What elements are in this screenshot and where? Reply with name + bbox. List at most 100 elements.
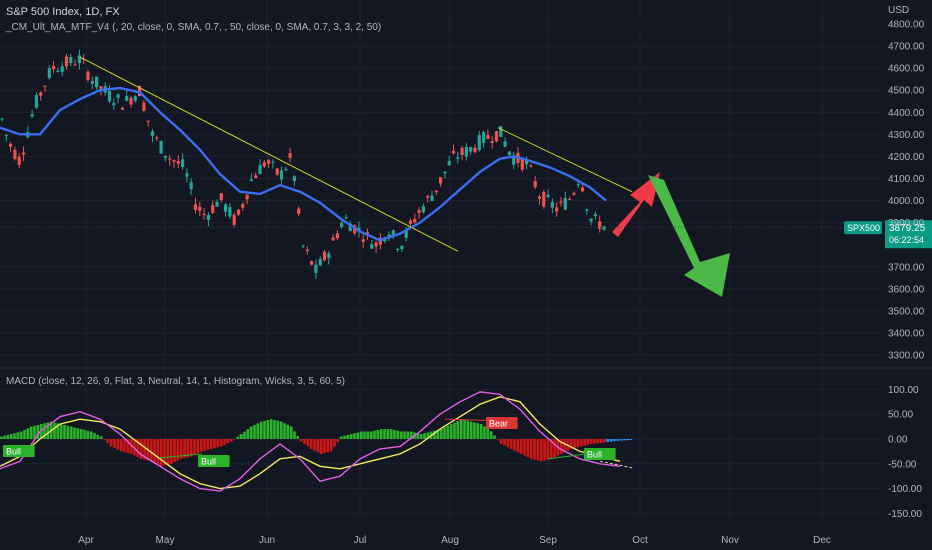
macd-histogram-bar bbox=[343, 435, 346, 439]
macd-histogram-bar bbox=[26, 428, 29, 439]
candle-up bbox=[469, 147, 473, 152]
macd-histogram-bar bbox=[273, 419, 276, 439]
candle-up bbox=[90, 81, 94, 84]
candle-up bbox=[112, 103, 116, 106]
macd-histogram-bar bbox=[266, 420, 269, 439]
macd-histogram-bar bbox=[233, 439, 236, 440]
macd-histogram-bar bbox=[613, 439, 616, 442]
macd-histogram-bar bbox=[30, 426, 33, 439]
macd-signal-line bbox=[0, 396, 621, 490]
macd-histogram-bar bbox=[206, 439, 209, 450]
macd-histogram-bar bbox=[420, 434, 423, 439]
macd-histogram-bar bbox=[123, 439, 126, 453]
price-tick-label: 4600.00 bbox=[888, 64, 925, 75]
bull-label-1 bbox=[3, 445, 35, 457]
candle-up bbox=[563, 198, 567, 210]
candle-up bbox=[292, 176, 296, 182]
macd-tick-label: -50.00 bbox=[888, 459, 917, 470]
macd-histogram-bar bbox=[340, 436, 343, 439]
candle-up bbox=[125, 96, 129, 101]
macd-histogram-bar bbox=[333, 439, 336, 447]
candle-up bbox=[318, 258, 322, 266]
candle-down bbox=[176, 161, 180, 164]
macd-histogram-bar bbox=[270, 419, 273, 439]
symbol-title[interactable]: S&P 500 Index, 1D, FX bbox=[6, 6, 120, 18]
macd-histogram-bar bbox=[480, 424, 483, 439]
macd-histogram-bar bbox=[243, 431, 246, 439]
macd-histogram-bar bbox=[470, 421, 473, 439]
candle-up bbox=[228, 207, 232, 217]
candle-up bbox=[185, 173, 189, 177]
macd-histogram-bar bbox=[306, 439, 309, 447]
macd-histogram-bar bbox=[606, 439, 609, 443]
macd-histogram-bar bbox=[310, 439, 313, 449]
candle-up bbox=[56, 70, 60, 72]
candle-up bbox=[546, 194, 550, 198]
macd-histogram-bar bbox=[440, 429, 443, 439]
macd-histogram-bar bbox=[626, 439, 629, 441]
candle-down bbox=[202, 213, 206, 215]
macd-histogram-bar bbox=[33, 425, 36, 439]
macd-histogram-bar bbox=[6, 434, 9, 439]
candle-up bbox=[284, 168, 288, 171]
macd-histogram-bar bbox=[523, 439, 526, 456]
macd-histogram-bar bbox=[476, 423, 479, 439]
macd-tick-label: 0.00 bbox=[888, 435, 908, 446]
macd-histogram-bar bbox=[40, 424, 43, 439]
candle-down bbox=[236, 209, 241, 215]
ma-indicator-label[interactable]: _CM_Ult_MA_MTF_V4 (, 20, close, 0, SMA, … bbox=[6, 22, 382, 33]
price-tick-label: 4100.00 bbox=[888, 174, 925, 185]
macd-tick-label: -150.00 bbox=[888, 509, 922, 520]
candle-up bbox=[482, 132, 486, 144]
macd-histogram-bar bbox=[356, 432, 359, 439]
candle-up bbox=[95, 76, 99, 88]
macd-histogram-bar bbox=[276, 420, 279, 439]
candle-down bbox=[43, 85, 47, 87]
candle-down bbox=[232, 214, 236, 225]
candle-down bbox=[568, 198, 572, 200]
macd-indicator-label[interactable]: MACD (close, 12, 26, 9, Flat, 3, Neutral… bbox=[6, 376, 346, 387]
macd-histogram-bar bbox=[573, 439, 576, 449]
sma-20-line bbox=[0, 86, 607, 242]
candle-down bbox=[254, 175, 258, 179]
candle-down bbox=[537, 196, 542, 199]
candle-up bbox=[396, 248, 400, 250]
time-tick-label: Sep bbox=[539, 535, 557, 546]
candle-down bbox=[262, 162, 266, 167]
candle-up bbox=[348, 223, 352, 232]
candle-up bbox=[400, 245, 404, 250]
candle-up bbox=[116, 94, 120, 98]
macd-histogram-bar bbox=[240, 434, 243, 439]
macd-histogram-bar bbox=[316, 439, 319, 453]
candle-up bbox=[206, 215, 210, 220]
macd-histogram-bar bbox=[390, 429, 393, 439]
candle-down bbox=[99, 86, 103, 89]
currency-label: USD bbox=[888, 5, 909, 16]
macd-histogram-bar bbox=[520, 439, 523, 454]
macd-histogram-bar bbox=[466, 420, 469, 439]
candle-down bbox=[245, 194, 249, 200]
macd-histogram-bar bbox=[280, 421, 283, 439]
candle-down bbox=[198, 206, 202, 211]
macd-histogram-bar bbox=[506, 439, 509, 448]
macd-histogram-bar bbox=[450, 424, 453, 439]
macd-histogram-bar bbox=[256, 423, 259, 439]
candle-down bbox=[146, 120, 150, 122]
macd-histogram-bar bbox=[176, 439, 179, 461]
macd-histogram-bar bbox=[86, 430, 89, 439]
candle-up bbox=[133, 96, 137, 101]
candle-down bbox=[17, 156, 21, 165]
candle-up bbox=[181, 159, 185, 168]
price-tick-label: 3700.00 bbox=[888, 262, 925, 273]
candle-up bbox=[499, 126, 503, 137]
macd-histogram-bar bbox=[570, 439, 573, 449]
macd-histogram-bar bbox=[66, 425, 69, 439]
up-arrow bbox=[612, 172, 660, 237]
candle-down bbox=[39, 92, 43, 96]
candle-up bbox=[464, 146, 468, 157]
time-tick-label: Nov bbox=[721, 535, 739, 546]
candle-up bbox=[301, 245, 305, 247]
candle-down bbox=[408, 220, 413, 224]
candle-up bbox=[507, 151, 511, 155]
